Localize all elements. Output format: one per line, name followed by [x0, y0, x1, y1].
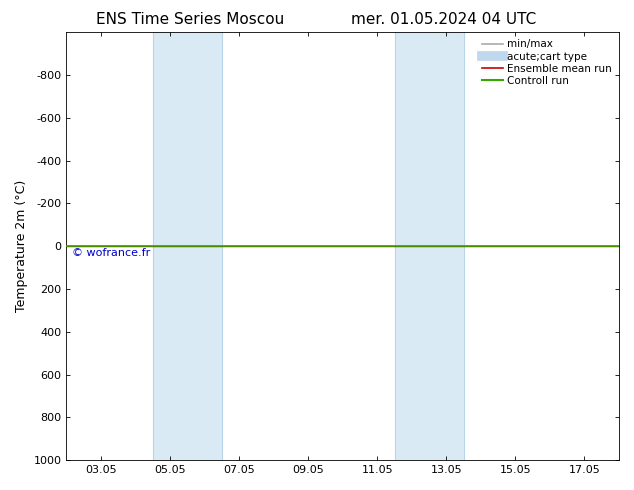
- Legend: min/max, acute;cart type, Ensemble mean run, Controll run: min/max, acute;cart type, Ensemble mean …: [478, 35, 616, 90]
- Text: ENS Time Series Moscou: ENS Time Series Moscou: [96, 12, 284, 27]
- Y-axis label: Temperature 2m (°C): Temperature 2m (°C): [15, 180, 28, 312]
- Text: © wofrance.fr: © wofrance.fr: [72, 247, 150, 258]
- Bar: [153, 32, 222, 460]
- Text: mer. 01.05.2024 04 UTC: mer. 01.05.2024 04 UTC: [351, 12, 536, 27]
- Bar: [394, 32, 463, 460]
